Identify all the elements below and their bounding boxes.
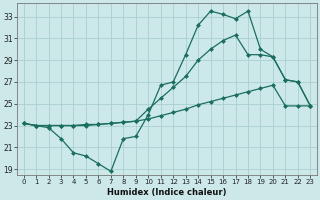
X-axis label: Humidex (Indice chaleur): Humidex (Indice chaleur) bbox=[107, 188, 227, 197]
